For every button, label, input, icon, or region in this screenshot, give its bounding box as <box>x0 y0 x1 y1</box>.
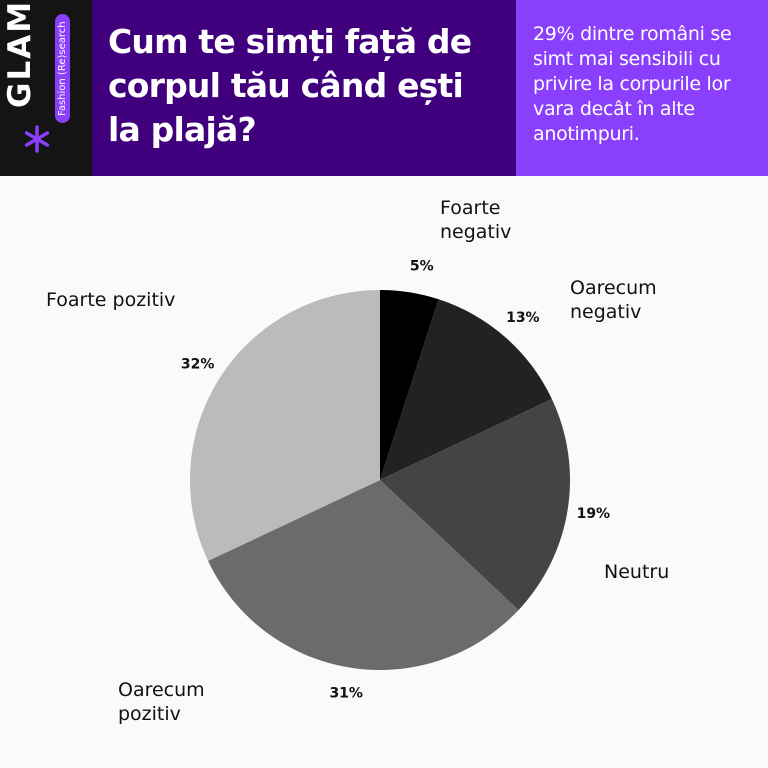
category-label: Oarecum negativ <box>570 277 657 323</box>
value-label: 19% <box>577 506 611 522</box>
title-panel <box>92 0 516 176</box>
subtitle-panel <box>516 0 768 176</box>
pie-slice <box>208 480 519 670</box>
value-label: 13% <box>506 310 540 326</box>
pie-slice <box>189 290 380 561</box>
brand-tagline: Fashion (Re)search <box>55 14 70 123</box>
value-label: 32% <box>181 356 215 372</box>
pie-slice <box>380 290 439 480</box>
category-label: Foarte pozitiv <box>46 289 176 311</box>
pie-slice <box>380 299 552 480</box>
brand-name: GLAMI <box>2 0 38 108</box>
brand-panel <box>0 0 92 176</box>
brand-icon <box>24 125 50 153</box>
value-label: 5% <box>410 259 434 275</box>
value-label: 31% <box>329 685 363 701</box>
category-label: Neutru <box>604 561 670 583</box>
category-label: Oarecum pozitiv <box>118 679 205 725</box>
pie-chart: 5% 13% 19% 31% 32% <box>181 259 611 702</box>
pie-slice <box>380 399 570 611</box>
chart-subtitle: 29% dintre români se simt mai sensibili … <box>533 23 732 145</box>
chart-title: Cum te simți față de corpul tău când eșt… <box>108 22 472 149</box>
category-label: Foarte negativ <box>440 197 512 243</box>
